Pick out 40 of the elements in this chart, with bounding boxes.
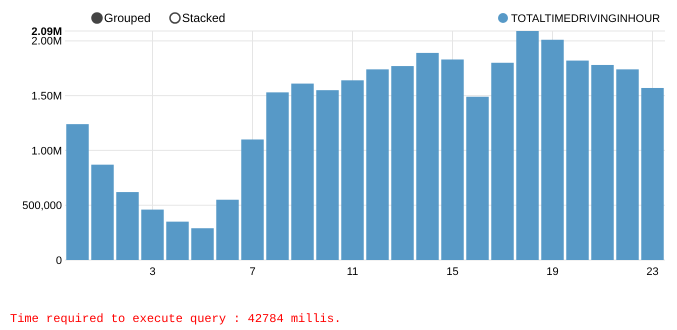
x-tick-label: 15 (446, 266, 459, 278)
bar (616, 69, 639, 260)
bar (541, 40, 564, 260)
bar (391, 66, 414, 260)
bar (266, 92, 289, 260)
bar (416, 52, 439, 260)
y-tick-label: 1.50M (31, 90, 62, 102)
y-tick-label: 2.00M (31, 36, 62, 48)
bar (341, 80, 364, 260)
bar (191, 228, 214, 260)
bar (116, 192, 139, 260)
bar (466, 96, 489, 260)
x-tick-label: 23 (646, 266, 659, 278)
bar (516, 31, 539, 260)
bar (441, 59, 464, 260)
bar (491, 62, 514, 260)
bar (566, 60, 589, 260)
x-tick-label: 3 (149, 266, 156, 278)
bar (66, 124, 89, 260)
bar (316, 90, 339, 260)
bar (241, 139, 264, 260)
y-tick-label: 2.09M (31, 26, 62, 38)
bar (141, 210, 164, 260)
bar (166, 222, 189, 260)
x-tick-label: 19 (546, 266, 559, 278)
y-tick-label: 1.00M (31, 145, 62, 158)
bar (641, 88, 664, 260)
text: Stacked (182, 11, 226, 26)
text: Time required to execute query : 42784 millis. (10, 312, 342, 326)
bar (291, 84, 314, 260)
bar (216, 200, 239, 260)
bar (366, 69, 389, 260)
x-tick-label: 11 (346, 266, 358, 278)
y-tick-label: 0 (56, 254, 62, 267)
y-tick-label: 500,000 (22, 200, 62, 212)
legend-label: TOTALTIMEDRIVINGINHOUR (511, 12, 660, 25)
bar (91, 164, 114, 260)
text: Grouped (104, 11, 151, 26)
bar (591, 64, 614, 260)
x-tick-label: 7 (249, 266, 256, 278)
